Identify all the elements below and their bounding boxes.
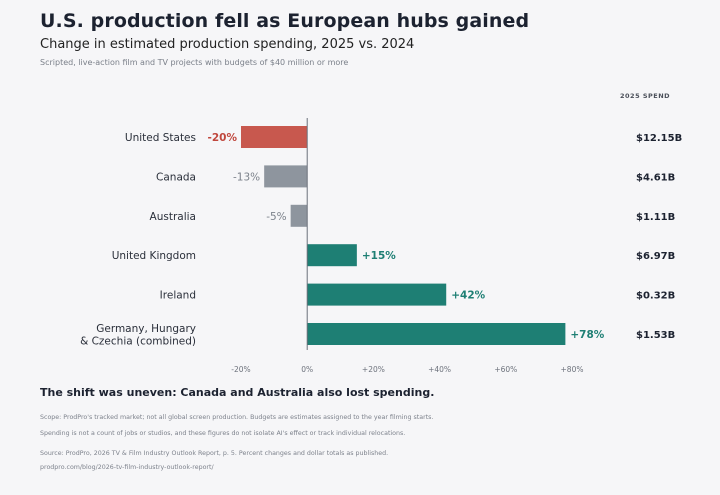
x-tick-label: -20% bbox=[231, 365, 250, 374]
scope-footnote: Scope: ProdPro's tracked market; not all… bbox=[40, 414, 434, 421]
x-tick-label: 0% bbox=[301, 365, 313, 374]
bar bbox=[307, 323, 566, 345]
category-label: Germany, Hungary & Czechia (combined) bbox=[80, 323, 196, 348]
x-tick-label: +20% bbox=[362, 365, 385, 374]
spend-value: $0.32B bbox=[636, 291, 675, 302]
bar bbox=[241, 126, 308, 148]
spend-value: $12.15B bbox=[636, 133, 682, 144]
x-tick-label: +60% bbox=[494, 365, 517, 374]
chart-title: U.S. production fell as European hubs ga… bbox=[40, 10, 530, 32]
bar bbox=[264, 165, 308, 188]
chart-note: Scripted, live-action film and TV projec… bbox=[40, 58, 349, 67]
value-label: -13% bbox=[233, 171, 260, 183]
value-label: -20% bbox=[208, 132, 238, 144]
bar bbox=[307, 283, 447, 306]
category-label: Ireland bbox=[160, 290, 196, 302]
source-url: prodpro.com/blog/2026-tv-film-industry-o… bbox=[40, 464, 214, 471]
value-label: -5% bbox=[266, 211, 286, 223]
caveat-footnote: Spending is not a count of jobs or studi… bbox=[40, 430, 406, 437]
category-label: United States bbox=[125, 132, 196, 144]
spend-value: $6.97B bbox=[636, 251, 675, 262]
spend-value: $1.53B bbox=[636, 330, 675, 341]
spend-column-header: 2025 SPEND bbox=[620, 92, 671, 100]
value-label: +15% bbox=[362, 250, 396, 262]
bar bbox=[290, 204, 308, 227]
value-label: +78% bbox=[570, 329, 604, 341]
bar-chart: United States -20% $12.15B Canada -13% $4.61B… bbox=[80, 118, 682, 374]
category-label: Canada bbox=[156, 171, 196, 183]
x-tick-label: +40% bbox=[428, 365, 451, 374]
x-tick-label: +80% bbox=[561, 365, 584, 374]
spend-value: $4.61B bbox=[636, 172, 675, 183]
category-label: Australia bbox=[150, 211, 196, 223]
bar bbox=[307, 244, 357, 267]
value-label: +42% bbox=[451, 290, 485, 302]
chart-subtitle: Change in estimated production spending,… bbox=[40, 37, 415, 52]
source-footnote: Source: ProdPro, 2026 TV & Film Industry… bbox=[40, 450, 389, 457]
spend-value: $1.11B bbox=[636, 212, 675, 223]
category-label: United Kingdom bbox=[112, 250, 196, 262]
takeaway-text: The shift was uneven: Canada and Austral… bbox=[40, 386, 435, 399]
